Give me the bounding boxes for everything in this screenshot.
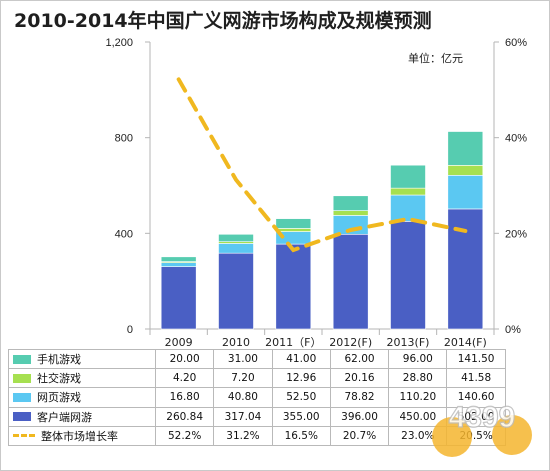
table-cell: 20.16 (329, 368, 390, 389)
table-cell: 141.50 (446, 348, 506, 370)
table-row-label: 社交游戏 (8, 368, 156, 389)
legend-label: 整体市场增长率 (41, 429, 118, 443)
table-cell: 260.84 (154, 406, 215, 427)
bar-segment (390, 221, 426, 330)
table-cell: 317.04 (213, 406, 273, 427)
table-cell: 20.00 (154, 348, 215, 370)
table-cell: 140.60 (446, 387, 506, 408)
table-row: 客户端网游 260.84 317.04 355.00 396.00 450.00 502.0… (8, 406, 506, 427)
table-cell: 96.00 (388, 348, 448, 370)
bar-segment (218, 252, 254, 330)
y-right-tick-label: 40% (505, 133, 527, 145)
bar-segment (390, 194, 426, 222)
table-row-label: 网页游戏 (8, 387, 156, 408)
legend-label: 社交游戏 (37, 372, 81, 386)
bar-segment (447, 175, 484, 210)
table-cell: 396.00 (329, 406, 390, 427)
bar-segment (160, 262, 197, 267)
table-cell: 4.20 (154, 368, 215, 389)
table-row: 网页游戏 16.80 40.80 52.50 78.82 110.20 140.60 (8, 387, 506, 408)
unit-label: 单位：亿元 (408, 52, 463, 65)
y-left-tick-label: 1,200 (105, 37, 133, 49)
bar-segment (218, 233, 254, 242)
legend-swatch (13, 373, 31, 383)
table-row-label: 手机游戏 (8, 348, 156, 370)
watermark-face-right (492, 415, 532, 455)
legend-swatch (13, 392, 31, 402)
table-row-label: 整体市场增长率 (8, 425, 156, 446)
bar-segment (447, 208, 484, 330)
table-cell: 41.58 (446, 368, 506, 389)
y-left-tick-label: 0 (127, 324, 133, 336)
table-cell: 31.2% (213, 425, 273, 446)
bar-segment (332, 195, 369, 211)
bar-segment (160, 266, 197, 330)
table-cell: 28.80 (388, 368, 448, 389)
table-cell: 40.80 (213, 387, 273, 408)
table-cell: 16.80 (154, 387, 215, 408)
table-cell: 31.00 (213, 348, 273, 370)
watermark-text: 4399 (449, 401, 516, 434)
table-cell: 52.2% (154, 425, 215, 446)
chart-title: 2010-2014年中国广义网游市场构成及规模预测 (14, 10, 432, 32)
y-right-tick-label: 20% (505, 228, 527, 240)
table-cell: 78.82 (329, 387, 390, 408)
table-cell: 355.00 (271, 406, 331, 427)
bar-segment (160, 256, 197, 262)
table-row: 社交游戏 4.20 7.20 12.96 20.16 28.80 41.58 (8, 368, 506, 389)
x-tick-label: 2012(F) (329, 336, 372, 349)
data-table: 手机游戏 20.00 31.00 41.00 62.00 96.00 141.50 社交游戏 4… (8, 348, 506, 446)
legend-label: 网页游戏 (37, 391, 81, 405)
table-cell: 12.96 (271, 368, 331, 389)
bar-segment (332, 210, 369, 216)
table-row-label: 客户端网游 (8, 406, 156, 427)
x-tick-label: 2013(F) (387, 336, 430, 349)
y-left-tick-label: 800 (115, 133, 133, 145)
table-cell: 450.00 (388, 406, 448, 427)
bar-segment (275, 243, 312, 330)
bar-segment (275, 218, 312, 229)
table-cell: 52.50 (271, 387, 331, 408)
bar-segment (390, 164, 426, 189)
legend-swatch (13, 434, 35, 438)
y-right-tick-label: 60% (505, 37, 527, 49)
table-cell: 20.7% (329, 425, 390, 446)
legend-label: 手机游戏 (37, 353, 81, 367)
legend-label: 客户端网游 (37, 410, 92, 424)
x-tick-label: 2010 (222, 336, 250, 349)
y-right-tick-label: 0% (505, 324, 521, 336)
bar-segment (218, 243, 254, 254)
table-cell: 62.00 (329, 348, 390, 370)
table-cell: 7.20 (213, 368, 273, 389)
growth-rate-line (176, 77, 468, 253)
x-tick-label: 2011（F） (265, 336, 321, 349)
bar-segment (447, 165, 484, 176)
table-cell: 110.20 (388, 387, 448, 408)
legend-swatch (13, 354, 31, 364)
table-row: 手机游戏 20.00 31.00 41.00 62.00 96.00 141.50 (8, 348, 506, 370)
x-tick-label: 2014(F) (444, 336, 487, 349)
x-tick-label: 2009 (165, 336, 193, 349)
bar-segment (332, 233, 369, 330)
bar-segment (390, 187, 426, 196)
bar-segment (275, 228, 312, 232)
y-left-tick-label: 400 (115, 228, 133, 240)
watermark-logo: 4399 (432, 400, 532, 457)
watermark-face-left (432, 417, 472, 457)
bar-segment (447, 131, 484, 166)
legend-swatch (13, 412, 31, 422)
table-cell: 16.5% (271, 425, 331, 446)
table-cell: 41.00 (271, 348, 331, 370)
